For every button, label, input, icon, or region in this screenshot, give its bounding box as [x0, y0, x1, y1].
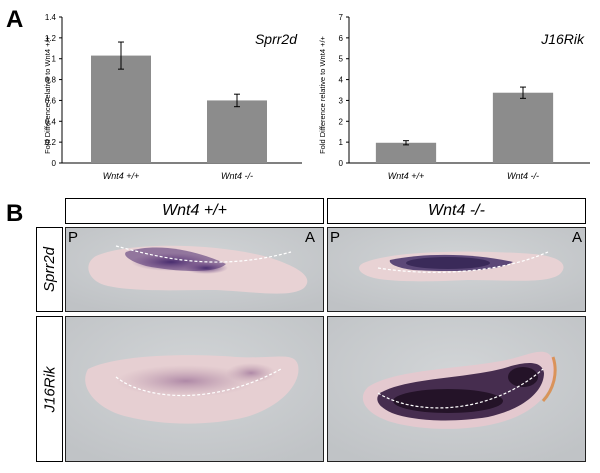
- y-tick-label: 2: [339, 117, 344, 126]
- in-situ-image-j16rik-knockout: [327, 316, 586, 462]
- y-tick-label: 0: [52, 159, 57, 168]
- y-axis-label: Fold Difference relative to Wnt4 +/+: [43, 35, 52, 153]
- panel-label-a: A: [6, 6, 24, 33]
- in-situ-image-sprr2d-knockout: [327, 227, 586, 312]
- bar-chart-2: 0 1 2 3 4 5 6 7 Wnt4 +/+ Wnt4 -/- J16Rik Fold Diffe…: [318, 13, 590, 181]
- bar: [207, 100, 267, 163]
- category-label: Wnt4 -/-: [507, 171, 539, 181]
- y-tick-label: 7: [339, 13, 344, 22]
- category-label: Wnt4 +/+: [103, 171, 140, 181]
- orientation-anterior-left: A: [305, 229, 316, 246]
- row-header-sprr2d: Sprr2d: [36, 227, 63, 312]
- y-tick-label: 6: [339, 34, 344, 43]
- row-header-sprr2d-label: Sprr2d: [41, 246, 58, 293]
- chart-title: J16Rik: [540, 31, 585, 47]
- y-tick-label: 0: [339, 159, 344, 168]
- y-tick-label: 3: [339, 96, 344, 105]
- orientation-posterior-left: P: [68, 229, 79, 246]
- y-tick-label: 1: [52, 55, 57, 64]
- y-tick-label: 5: [339, 55, 344, 64]
- orientation-posterior-right: P: [330, 229, 341, 246]
- column-header-wnt4-knockout: Wnt4 -/-: [327, 198, 586, 224]
- bar: [91, 55, 151, 164]
- column-header-wnt4-wildtype: Wnt4 +/+: [65, 198, 324, 224]
- category-label: Wnt4 -/-: [221, 171, 253, 181]
- y-tick-label: 1: [339, 138, 344, 147]
- y-tick-label: 4: [339, 76, 344, 85]
- bar: [375, 142, 437, 163]
- y-tick-label: 0.2: [45, 138, 57, 147]
- in-situ-image-j16rik-wildtype: [65, 316, 324, 462]
- panel-a-charts: 0 0.2 0.4 0.6 0.8 1 1.2 1.4 Wnt4 +/+ Wnt4 -/- Sprr…: [43, 13, 590, 181]
- bar: [492, 92, 554, 163]
- y-tick-label: 1.2: [45, 34, 57, 43]
- y-axis-label: Fold Difference relative to Wnt4 +/+: [318, 35, 327, 153]
- y-tick-label: 0.4: [45, 117, 57, 126]
- row-header-j16rik-label: J16Rik: [41, 366, 59, 412]
- y-tick-label: 0.8: [45, 76, 57, 85]
- category-label: Wnt4 +/+: [388, 171, 425, 181]
- y-tick-label: 1.4: [45, 13, 57, 22]
- in-situ-image-sprr2d-wildtype: [65, 227, 324, 312]
- bar-chart-1: 0 0.2 0.4 0.6 0.8 1 1.2 1.4 Wnt4 +/+ Wnt4 -/- Sprr…: [43, 13, 302, 181]
- row-header-j16rik: J16Rik: [36, 316, 63, 462]
- chart-title: Sprr2d: [255, 31, 298, 47]
- y-tick-label: 0.6: [45, 96, 57, 105]
- orientation-anterior-right: A: [572, 229, 583, 246]
- panel-label-b: B: [6, 200, 24, 227]
